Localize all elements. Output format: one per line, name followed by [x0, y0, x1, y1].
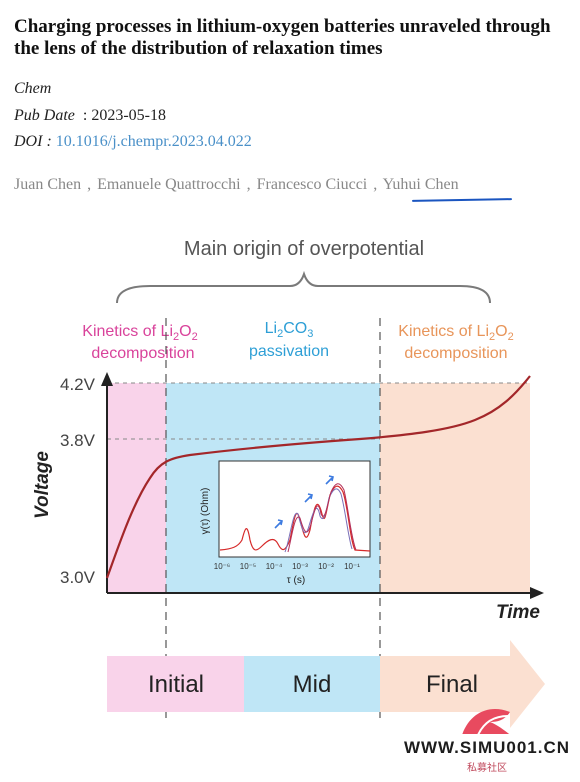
article-title: Charging processes in lithium-oxygen bat…: [14, 16, 551, 59]
shift-arrow-icon: [325, 475, 334, 485]
shift-arrow-icon: [304, 493, 313, 503]
voltage-curve: [105, 375, 531, 579]
author-name[interactable]: Juan Chen: [14, 176, 82, 193]
watermark-logo-icon: [462, 709, 510, 734]
inset-x-tick: 10⁻⁵: [240, 562, 256, 571]
watermark-sub: 私募社区: [467, 763, 507, 774]
stage-label-mid: Mid: [293, 671, 332, 698]
region-initial-bg: [107, 383, 166, 593]
pub-date-label: Pub Date: [14, 107, 75, 124]
region-label-mid-2: passivation: [249, 343, 329, 360]
author-separator: ,: [87, 176, 92, 193]
inset-x-tick: 10⁻³: [292, 562, 308, 571]
author-list: Juan Chen , Emanuele Quattrocchi , Franc…: [14, 176, 459, 194]
x-axis-label: Time: [496, 602, 540, 623]
inset-x-tick: 10⁻²: [318, 562, 334, 571]
region-label-initial: Kinetics of Li2O2: [82, 323, 197, 343]
inset-frame: [218, 460, 371, 558]
doi-label: DOI :: [14, 133, 52, 150]
region-label-final-2: decomposition: [404, 345, 507, 362]
pub-date-sep: :: [82, 107, 88, 124]
stage-mid-bg: [244, 656, 380, 712]
inset-x-tick: 10⁻⁶: [214, 562, 230, 571]
x-axis-arrow: [530, 587, 544, 599]
watermark: WWW.SIMU001.CN 私募社区: [399, 738, 575, 774]
region-final-bg: [380, 383, 530, 593]
author-underline: [411, 198, 513, 202]
y-axis-label: Voltage: [32, 451, 53, 519]
doi-row: DOI : 10.1016/j.chempr.2023.04.022: [14, 133, 252, 151]
author-separator: ,: [246, 176, 251, 193]
shift-arrow-icon: [274, 519, 283, 529]
y-tick-4-2: 4.2V: [60, 375, 96, 394]
author-name[interactable]: Yuhui Chen: [382, 176, 459, 193]
y-axis-arrow: [101, 372, 113, 386]
stage-final-arrow: [380, 640, 545, 728]
y-tick-3-0: 3.0V: [60, 568, 96, 587]
author-name[interactable]: Francesco Ciucci: [256, 176, 368, 193]
overpotential-label: Main origin of overpotential: [184, 238, 424, 260]
author-name[interactable]: Emanuele Quattrocchi: [97, 176, 241, 193]
stage-initial-bg: [107, 656, 244, 712]
y-tick-3-8: 3.8V: [60, 431, 96, 450]
pub-date-row: Pub Date : 2023-05-18: [14, 107, 166, 125]
drt-curve: [287, 483, 357, 553]
inset-x-tick: 10⁻⁴: [266, 562, 283, 571]
region-label-mid: Li2CO3: [265, 320, 314, 340]
region-label-final: Kinetics of Li2O2: [398, 323, 513, 343]
region-label-initial-2: decomposition: [91, 345, 194, 362]
inset-drt-plot: γ(τ) (Ohm) 10⁻⁶ 10⁻⁵ 10⁻⁴ 10⁻³ 10⁻² 10⁻¹…: [200, 460, 371, 586]
stage-label-initial: Initial: [148, 671, 204, 698]
inset-y-label: γ(τ) (Ohm): [200, 488, 211, 535]
inset-x-label: τ (s): [287, 575, 305, 586]
journal-name: Chem: [14, 80, 52, 97]
pub-date-value: 2023-05-18: [91, 107, 166, 124]
drt-curve: [284, 488, 353, 553]
stage-label-final: Final: [426, 671, 478, 698]
watermark-site: WWW.SIMU001.CN: [403, 738, 571, 757]
author-separator: ,: [373, 176, 378, 193]
inset-x-tick: 10⁻¹: [344, 562, 360, 571]
drt-curve: [219, 485, 371, 552]
overpotential-brace: [116, 270, 491, 304]
graphical-abstract-figure: Main origin of overpotential Kinetics of…: [32, 238, 545, 734]
doi-link[interactable]: 10.1016/j.chempr.2023.04.022: [55, 133, 252, 150]
